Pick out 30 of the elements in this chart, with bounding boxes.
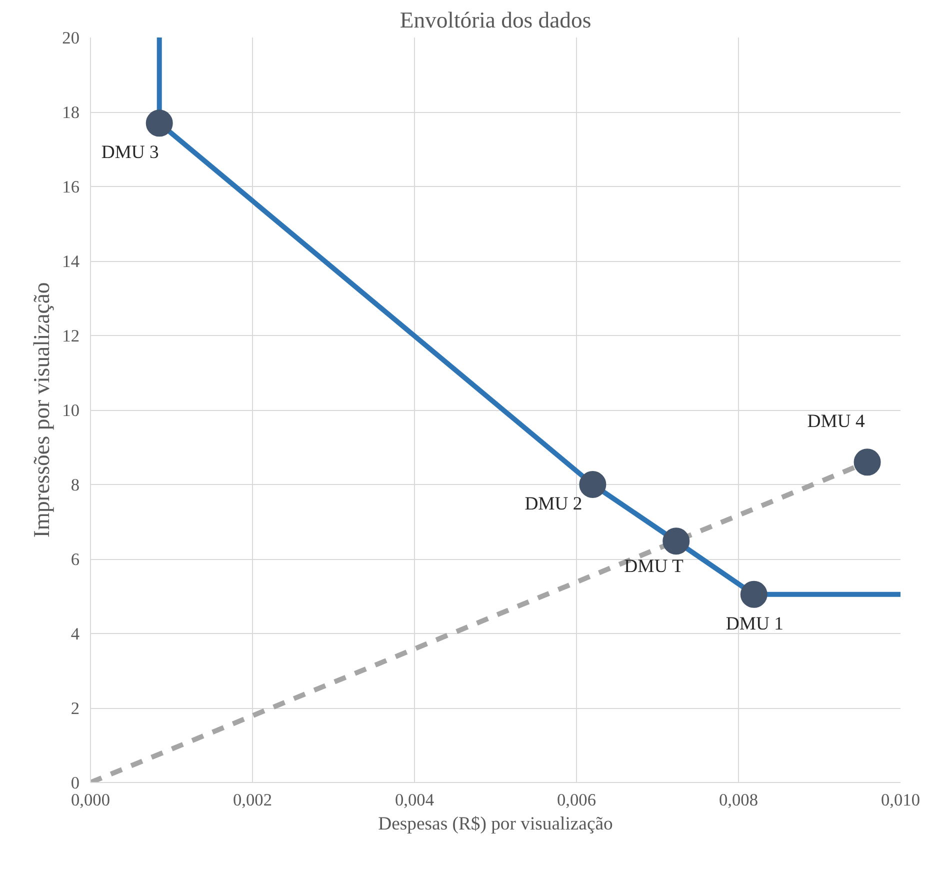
point	[662, 528, 690, 555]
x-axis-title: Despesas (R$) por visualização	[378, 814, 613, 834]
y-tick-label: 2	[70, 699, 80, 718]
x-tick-label: 0,004	[395, 790, 434, 810]
x-tick-label: 0,008	[719, 790, 758, 810]
y-tick-label: 6	[70, 550, 80, 569]
y-axis-title: Impressões por visualização	[29, 282, 54, 538]
annotation: DMU 3	[101, 142, 159, 164]
y-tick-label: 10	[62, 401, 80, 420]
y-tick-label: 0	[70, 774, 80, 792]
point	[854, 448, 881, 476]
y-tick-label: 14	[62, 252, 80, 271]
y-tick-label: 12	[62, 326, 80, 346]
annotation: DMU 2	[524, 494, 582, 514]
y-tick-label: 8	[70, 476, 80, 494]
y-tick-label: 20	[62, 28, 80, 48]
chart-title: Envoltória dos dados	[400, 8, 592, 32]
point	[579, 471, 606, 498]
y-tick-label: 4	[70, 624, 80, 644]
annotation: DMU 1	[726, 613, 784, 634]
annotation: DMU 4	[807, 411, 866, 432]
annotation: DMU T	[624, 556, 684, 578]
point	[146, 110, 173, 137]
y-tick-label: 16	[62, 178, 80, 196]
point	[740, 580, 768, 608]
x-tick-label: 0,006	[557, 790, 596, 810]
x-tick-label: 0,000	[71, 790, 110, 810]
x-tick-label: 0,002	[233, 790, 272, 810]
y-tick-label: 18	[62, 103, 80, 122]
x-tick-label: 0,010	[881, 790, 920, 810]
